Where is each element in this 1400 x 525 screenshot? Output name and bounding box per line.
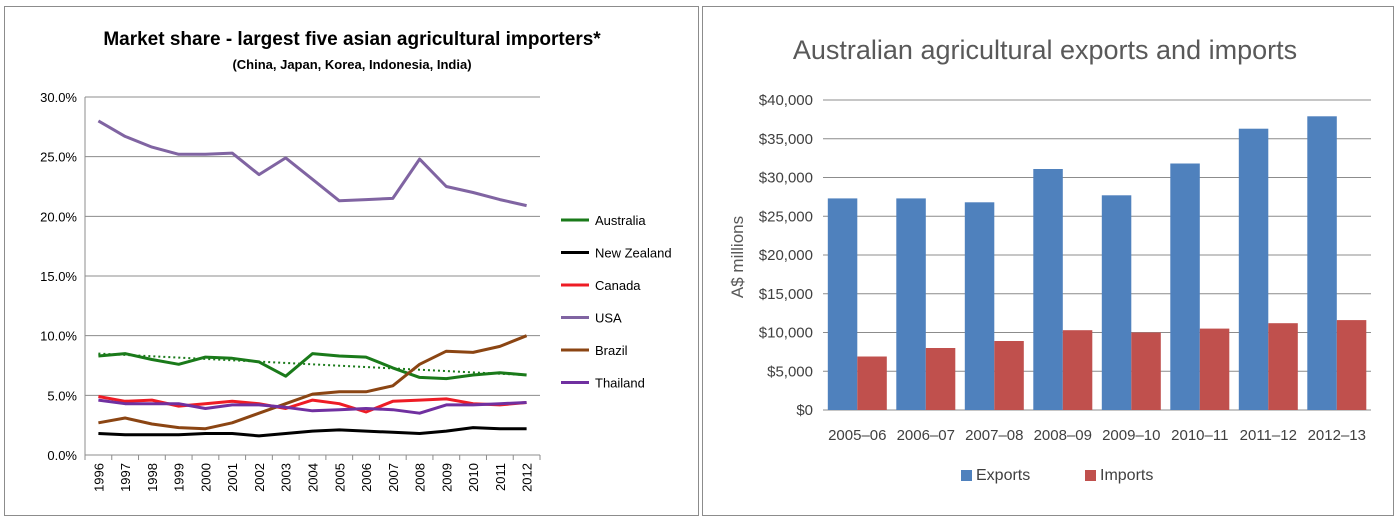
series-line-brazil bbox=[98, 334, 528, 431]
legend-label: Brazil bbox=[595, 343, 628, 358]
x-tick-label: 2008–09 bbox=[1034, 427, 1092, 444]
x-tick-label: 2006 bbox=[359, 463, 374, 492]
x-tick-label: 2004 bbox=[306, 463, 321, 492]
chart-subtitle: (China, Japan, Korea, Indonesia, India) bbox=[232, 57, 471, 72]
legend-label: Australia bbox=[595, 213, 646, 228]
bar-imports bbox=[1336, 320, 1367, 410]
x-tick-label: 2005 bbox=[332, 463, 347, 492]
y-tick-label: $15,000 bbox=[759, 286, 813, 303]
bar-exports bbox=[1238, 128, 1269, 410]
y-tick-label: 15.0% bbox=[40, 269, 77, 284]
trendline bbox=[98, 352, 527, 377]
bar-exports bbox=[1101, 195, 1132, 410]
legend-label: Imports bbox=[1100, 467, 1153, 484]
x-tick-label: 2003 bbox=[279, 463, 294, 492]
y-tick-label: 0.0% bbox=[47, 448, 77, 463]
bar-exports bbox=[964, 202, 995, 410]
legend-label: Exports bbox=[976, 467, 1030, 484]
x-tick-label: 1996 bbox=[91, 463, 106, 492]
legend-label: USA bbox=[595, 311, 622, 326]
series-line-australia bbox=[98, 352, 527, 381]
x-tick-label: 2011 bbox=[493, 463, 508, 491]
legend-label: Thailand bbox=[595, 376, 645, 391]
x-tick-label: 2011–12 bbox=[1240, 427, 1297, 444]
series-line-usa bbox=[97, 119, 527, 208]
bar-imports bbox=[1268, 323, 1298, 410]
bar-imports bbox=[1199, 328, 1230, 410]
y-tick-label: 20.0% bbox=[40, 209, 77, 224]
x-tick-label: 2010–11 bbox=[1171, 427, 1228, 444]
exports-imports-chart-panel: Australian agricultural exports and impo… bbox=[702, 6, 1394, 516]
x-tick-label: 2010 bbox=[466, 463, 481, 492]
x-tick-label: 2002 bbox=[252, 463, 267, 492]
x-tick-label: 1997 bbox=[118, 463, 133, 492]
bar-imports bbox=[925, 348, 956, 410]
x-tick-label: 1998 bbox=[145, 463, 160, 492]
y-tick-label: 25.0% bbox=[40, 150, 77, 165]
legend-label: New Zealand bbox=[595, 246, 672, 261]
y-tick-label: $25,000 bbox=[759, 208, 813, 225]
bar-exports bbox=[896, 198, 926, 410]
x-tick-label: 2012–13 bbox=[1308, 427, 1366, 444]
y-tick-label: 10.0% bbox=[40, 329, 77, 344]
bar-imports bbox=[857, 356, 887, 410]
y-tick-label: $5,000 bbox=[767, 363, 813, 380]
bar-exports bbox=[1033, 169, 1063, 410]
market-share-chart-panel: Market share - largest five asian agricu… bbox=[4, 6, 699, 516]
x-tick-label: 2007–08 bbox=[965, 427, 1023, 444]
chart-title: Market share - largest five asian agricu… bbox=[103, 29, 601, 50]
y-axis-label: A$ millions bbox=[728, 216, 747, 298]
x-tick-label: 2005–06 bbox=[828, 427, 886, 444]
exports-imports-chart: Australian agricultural exports and impo… bbox=[728, 35, 1371, 484]
y-tick-label: 5.0% bbox=[47, 388, 77, 403]
x-tick-label: 2009 bbox=[439, 463, 454, 492]
legend-swatch bbox=[1085, 470, 1096, 481]
x-tick-label: 2006–07 bbox=[897, 427, 955, 444]
bar-exports bbox=[1307, 116, 1337, 411]
bar-exports bbox=[1170, 163, 1200, 410]
bar-imports bbox=[1131, 332, 1161, 410]
x-tick-label: 2012 bbox=[520, 463, 535, 492]
y-tick-label: $0 bbox=[796, 402, 813, 419]
x-tick-label: 2009–10 bbox=[1102, 427, 1160, 444]
x-tick-label: 2008 bbox=[413, 463, 428, 492]
x-tick-label: 2001 bbox=[225, 463, 240, 492]
chart-title: Australian agricultural exports and impo… bbox=[793, 35, 1297, 65]
y-tick-label: $40,000 bbox=[759, 92, 813, 109]
bar-imports bbox=[994, 341, 1024, 410]
y-tick-label: $20,000 bbox=[759, 247, 813, 264]
y-tick-label: $35,000 bbox=[759, 131, 813, 148]
x-tick-label: 1999 bbox=[172, 463, 187, 492]
legend-swatch bbox=[961, 470, 972, 481]
y-tick-label: $10,000 bbox=[759, 325, 813, 342]
y-tick-label: 30.0% bbox=[40, 90, 77, 105]
market-share-chart: Market share - largest five asian agricu… bbox=[40, 29, 672, 492]
x-tick-label: 2007 bbox=[386, 463, 401, 492]
y-tick-label: $30,000 bbox=[759, 170, 813, 187]
series-line-thailand bbox=[98, 398, 527, 415]
bar-imports bbox=[1062, 330, 1093, 410]
x-tick-label: 2000 bbox=[198, 463, 213, 492]
legend-label: Canada bbox=[595, 278, 641, 293]
series-line-new-zealand bbox=[98, 426, 527, 438]
bar-exports bbox=[827, 198, 858, 410]
